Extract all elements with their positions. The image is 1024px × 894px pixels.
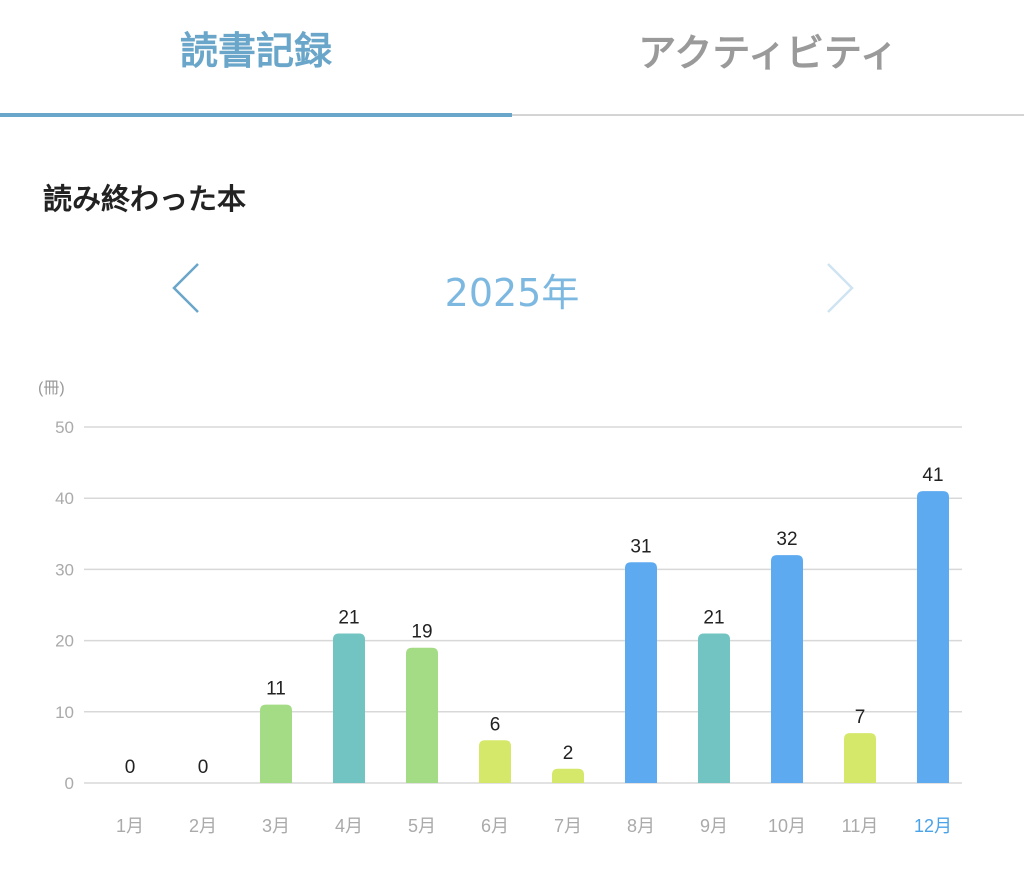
tab-activity[interactable]: アクティビティ bbox=[638, 30, 898, 75]
year-navigator: 2025年 bbox=[0, 250, 1024, 320]
bar-value-label: 41 bbox=[922, 465, 943, 486]
bar-value-label: 21 bbox=[338, 607, 359, 628]
bar-value-label: 2 bbox=[563, 743, 574, 764]
x-tick-label: 4月 bbox=[335, 816, 363, 836]
bar-value-label: 31 bbox=[630, 536, 651, 557]
bar bbox=[771, 555, 803, 783]
y-tick-label: 0 bbox=[65, 774, 74, 793]
section-title: 読み終わった本 bbox=[43, 182, 247, 216]
bar bbox=[260, 704, 292, 783]
bar-value-label: 7 bbox=[855, 707, 866, 728]
x-tick-label: 10月 bbox=[768, 816, 806, 836]
chevron-left-icon bbox=[172, 263, 199, 313]
x-tick-label: 5月 bbox=[408, 816, 436, 836]
x-tick-label: 8月 bbox=[627, 816, 655, 836]
bar-value-label: 21 bbox=[703, 607, 724, 628]
y-unit-label: (冊) bbox=[38, 380, 65, 397]
chevron-right-icon bbox=[827, 263, 854, 313]
x-tick-label: 3月 bbox=[262, 816, 290, 836]
bar-value-label: 0 bbox=[198, 757, 209, 778]
bar bbox=[625, 562, 657, 783]
year-label: 2025年 bbox=[444, 271, 580, 315]
x-tick-label: 12月 bbox=[914, 816, 952, 836]
bar-value-label: 6 bbox=[490, 714, 501, 735]
bar-value-label: 19 bbox=[411, 622, 432, 643]
x-tick-label: 9月 bbox=[700, 816, 728, 836]
y-tick-label: 50 bbox=[55, 418, 74, 437]
bar bbox=[479, 740, 511, 783]
x-tick-label: 11月 bbox=[842, 816, 879, 836]
bar-value-label: 32 bbox=[776, 529, 797, 550]
bar bbox=[698, 633, 730, 783]
bar bbox=[552, 768, 584, 783]
bar bbox=[844, 733, 876, 783]
x-tick-label: 6月 bbox=[481, 816, 509, 836]
bar bbox=[917, 491, 949, 783]
bar bbox=[406, 647, 438, 783]
prev-year-button[interactable] bbox=[168, 256, 218, 316]
bar-value-label: 0 bbox=[125, 757, 136, 778]
next-year-button[interactable] bbox=[822, 256, 872, 316]
bar bbox=[333, 633, 365, 783]
y-tick-label: 10 bbox=[55, 703, 74, 722]
x-tick-label: 1月 bbox=[116, 816, 144, 836]
y-tick-label: 30 bbox=[55, 560, 74, 579]
bar-value-label: 11 bbox=[266, 679, 286, 700]
y-tick-label: 40 bbox=[55, 489, 74, 508]
tab-bar: 読書記録 アクティビティ bbox=[0, 0, 1024, 117]
x-tick-label: 7月 bbox=[554, 816, 582, 836]
y-tick-label: 20 bbox=[55, 632, 74, 651]
x-tick-label: 2月 bbox=[189, 816, 217, 836]
tab-reading-log[interactable]: 読書記録 bbox=[0, 0, 512, 117]
